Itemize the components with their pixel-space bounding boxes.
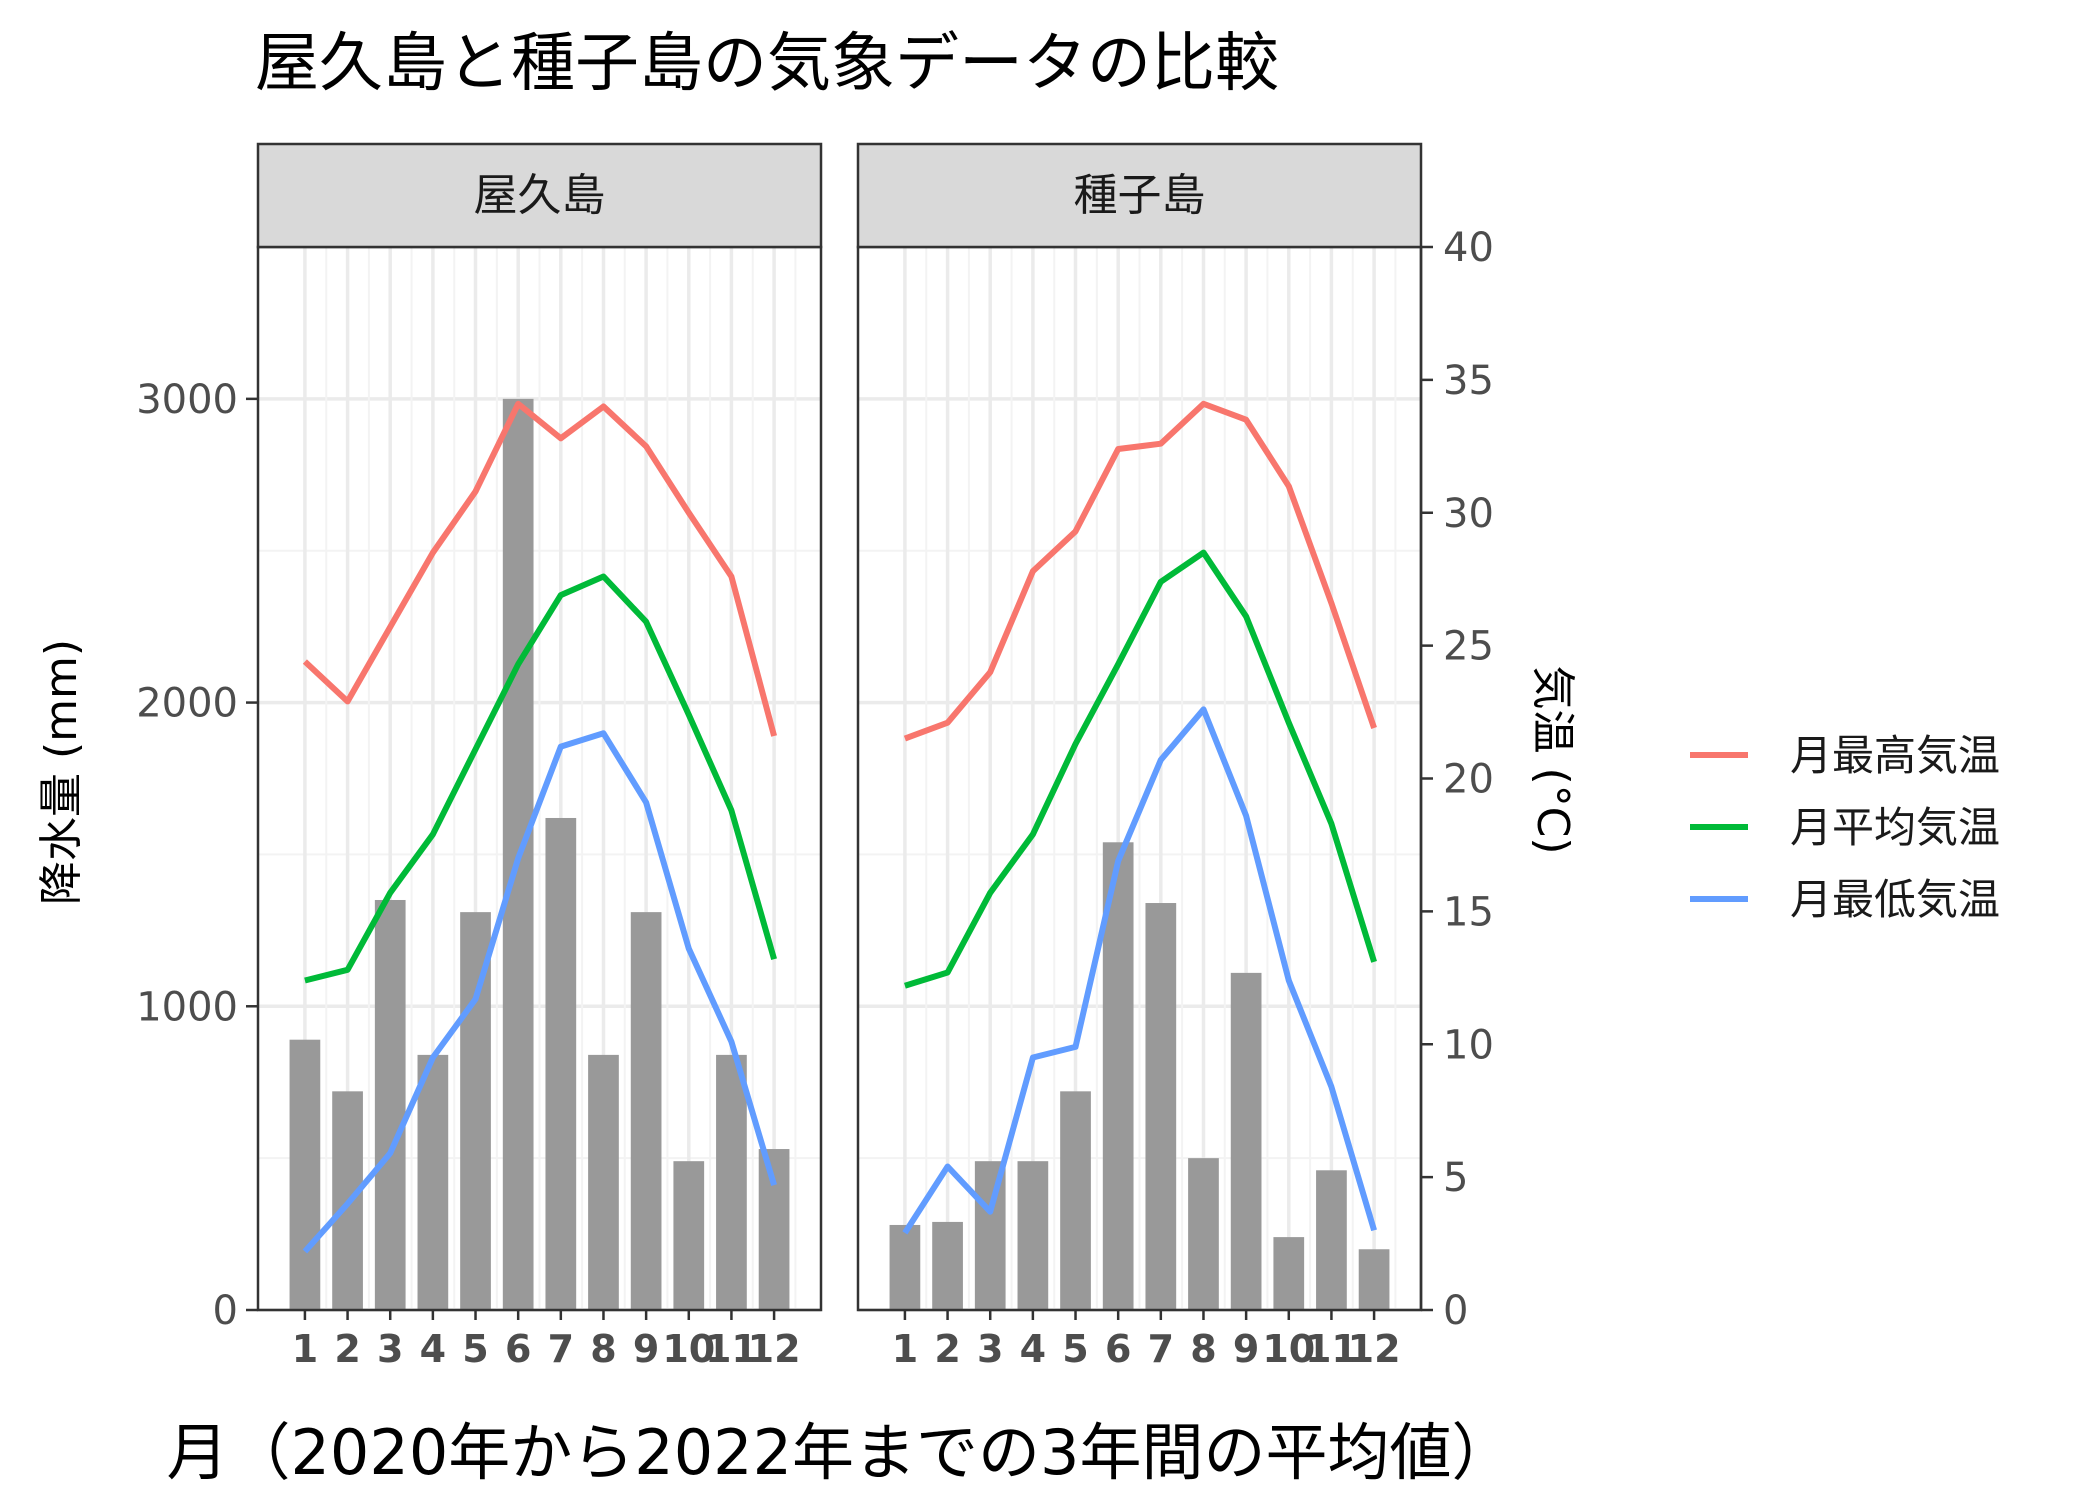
x-tick-label: 2	[334, 1327, 360, 1371]
temperature-line	[904, 549, 1377, 989]
precipitation-bar	[588, 1054, 619, 1310]
x-tick-label: 6	[505, 1327, 531, 1371]
y-axis-right: 0 5 10 15 20 25 30 35 40	[1419, 225, 1494, 1334]
y2-tick-label: 20	[1443, 757, 1494, 803]
precipitation-bar	[460, 912, 491, 1310]
y2-tick-label: 10	[1443, 1022, 1494, 1068]
y2-tick-label: 5	[1443, 1155, 1468, 1201]
x-tick-label: 11	[1305, 1327, 1358, 1371]
x-tick-label: 1	[292, 1327, 318, 1371]
precipitation-bar	[758, 1149, 790, 1310]
y-tick-label: 0	[213, 1288, 238, 1334]
x-tick-label: 12	[1348, 1327, 1401, 1371]
x-tick-label: 9	[633, 1327, 659, 1371]
precipitation-bar	[1358, 1249, 1390, 1310]
legend-label: 月最低気温	[1790, 875, 2000, 924]
temperature-line	[302, 730, 777, 1254]
x-tick-label: 5	[462, 1327, 488, 1371]
precipitation-bar	[545, 817, 577, 1310]
temperature-line	[902, 706, 1377, 1235]
x-tick-label: 5	[1062, 1327, 1088, 1371]
y-tick-label: 3000	[136, 377, 238, 423]
precipitation-bar	[289, 1039, 321, 1310]
x-tick-label: 11	[705, 1327, 758, 1371]
x-tick-label: 3	[377, 1327, 403, 1371]
temperature-line	[903, 400, 1377, 742]
precipitation-bar	[374, 899, 406, 1310]
x-tick-label: 1	[892, 1327, 918, 1371]
precipitation-bar	[1316, 1170, 1347, 1310]
precipitation-bar	[1188, 1158, 1219, 1310]
y-tick-label: 1000	[136, 984, 238, 1030]
temperature-line	[302, 400, 777, 737]
precipitation-bar	[1102, 842, 1134, 1310]
precipitation-bar	[1060, 1091, 1091, 1310]
precipitation-bar	[630, 912, 662, 1310]
y2-tick-label: 30	[1443, 491, 1494, 537]
y-tick-label: 2000	[136, 681, 238, 727]
temperature-line	[304, 573, 777, 984]
facet-label: 屋久島	[474, 170, 606, 221]
precipitation-bar	[417, 1054, 449, 1310]
y2-tick-label: 25	[1443, 624, 1494, 670]
y2-tick-label: 15	[1443, 889, 1494, 935]
y2-tick-label: 35	[1443, 358, 1494, 404]
x-tick-label: 3	[977, 1327, 1003, 1371]
legend-label: 月平均気温	[1790, 803, 2000, 852]
x-tick-label: 8	[590, 1327, 616, 1371]
chart-title: 屋久島と種子島の気象データの比較	[255, 27, 1279, 101]
x-tick-label: 8	[1190, 1327, 1216, 1371]
x-axis-label: 月（2020年から2022年までの3年間の平均値）	[166, 1416, 1513, 1489]
facet-label: 種子島	[1074, 170, 1206, 221]
y2-axis-label: 気温 (°C)	[1527, 665, 1578, 854]
x-tick-label: 2	[934, 1327, 960, 1371]
precipitation-bar	[716, 1054, 747, 1310]
precipitation-bar	[1273, 1237, 1305, 1310]
x-tick-label: 9	[1233, 1327, 1259, 1371]
precipitation-bar	[1230, 972, 1262, 1310]
x-tick-label: 4	[1020, 1327, 1046, 1371]
precipitation-bar	[1017, 1161, 1049, 1310]
x-tick-label: 7	[548, 1327, 574, 1371]
y2-tick-label: 40	[1443, 225, 1494, 271]
legend-label: 月最高気温	[1790, 731, 2000, 780]
precipitation-bar	[932, 1221, 963, 1310]
y-axis-label: 降水量 (mm)	[36, 639, 87, 905]
precipitation-bars	[889, 842, 1390, 1310]
x-tick-label: 4	[420, 1327, 446, 1371]
x-tick-label: 6	[1105, 1327, 1131, 1371]
x-tick-label: 12	[748, 1327, 801, 1371]
facet-strip	[856, 142, 1423, 249]
precipitation-bar	[673, 1161, 705, 1310]
x-tick-label: 10	[1262, 1327, 1315, 1371]
x-tick-label: 7	[1148, 1327, 1174, 1371]
precipitation-bar	[889, 1224, 921, 1310]
y2-tick-label: 0	[1443, 1288, 1468, 1334]
y-axis-left: 0 1000 2000 3000	[136, 377, 258, 1334]
precipitation-bar	[974, 1161, 1006, 1310]
precipitation-bars	[289, 398, 790, 1310]
facet-strip	[256, 142, 823, 249]
precipitation-bar	[1145, 903, 1177, 1310]
x-tick-label: 10	[662, 1327, 715, 1371]
